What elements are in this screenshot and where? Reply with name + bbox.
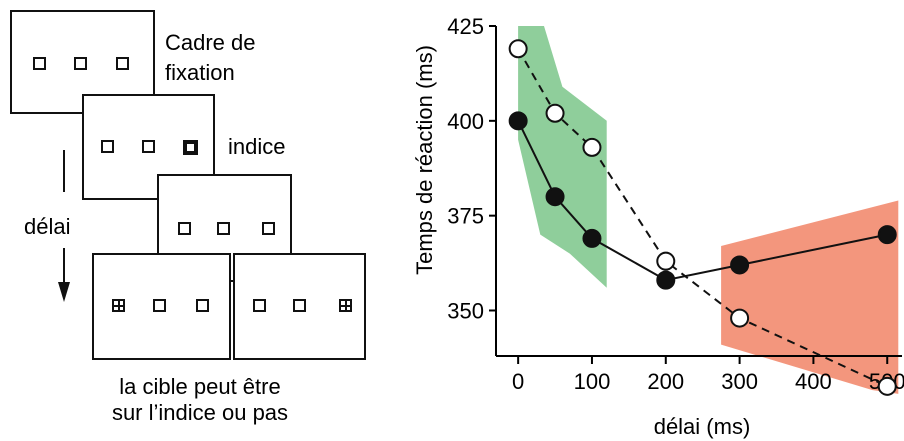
x-tick-label: 100	[574, 369, 611, 394]
target-frame-uncued	[233, 253, 366, 360]
series-line-2	[517, 48, 888, 388]
placeholder-box	[293, 299, 306, 312]
series-line-1	[517, 120, 888, 282]
arrow-head-icon	[58, 282, 70, 302]
data-point	[730, 255, 750, 275]
shaded-region-2	[721, 200, 899, 394]
caption-line: la cible peut être	[119, 374, 281, 399]
y-tick-label: 400	[447, 109, 484, 134]
data-point	[582, 137, 602, 157]
data-point	[730, 308, 750, 328]
placeholder-box	[178, 222, 191, 235]
shaded-region-1	[518, 26, 607, 288]
caption: la cible peut être sur l’indice ou pas	[0, 372, 400, 428]
caption-line: sur l’indice ou pas	[111, 400, 289, 425]
placeholder-box	[74, 57, 87, 70]
placeholder-box	[262, 222, 275, 235]
x-tick-label: 400	[795, 369, 832, 394]
placeholder-box	[153, 299, 166, 312]
trial-sequence-diagram: Cadre de fixation indice délai la cible …	[0, 0, 400, 441]
reaction-time-chart: 3503754004250100200300400500 Temps de ré…	[412, 14, 904, 439]
data-point	[582, 228, 602, 248]
y-tick-label: 425	[447, 14, 484, 39]
data-point	[508, 39, 528, 59]
data-point	[545, 103, 565, 123]
data-point	[656, 270, 676, 290]
placeholder-box	[142, 140, 155, 153]
cue-label: indice	[228, 134, 286, 159]
target-frame-cued	[92, 253, 231, 360]
x-axis-label: délai (ms)	[654, 414, 751, 439]
cue-box	[183, 140, 198, 155]
x-tick-label: 300	[721, 369, 758, 394]
y-axis-label: Temps de réaction (ms)	[412, 45, 437, 275]
time-arrow	[58, 150, 70, 302]
y-tick-label: 375	[447, 204, 484, 229]
fixation-label: Cadre de fixation	[165, 30, 256, 85]
delay-label: délai	[24, 214, 71, 239]
y-tick-label: 350	[447, 298, 484, 323]
data-point	[656, 251, 676, 271]
x-tick-label: 200	[647, 369, 684, 394]
data-point	[877, 225, 897, 245]
markers-layer	[508, 39, 897, 396]
axes-layer: 3503754004250100200300400500	[447, 14, 904, 394]
placeholder-box	[101, 140, 114, 153]
target-box	[339, 299, 352, 312]
placeholder-box	[33, 57, 46, 70]
data-point	[545, 187, 565, 207]
placeholder-box	[253, 299, 266, 312]
data-point	[877, 376, 897, 396]
placeholder-box	[116, 57, 129, 70]
regions-layer	[518, 26, 899, 394]
placeholder-box	[196, 299, 209, 312]
placeholder-box	[217, 222, 230, 235]
target-box	[112, 299, 125, 312]
x-tick-label: 0	[512, 369, 524, 394]
data-point	[508, 111, 528, 131]
series-layer	[517, 48, 888, 388]
